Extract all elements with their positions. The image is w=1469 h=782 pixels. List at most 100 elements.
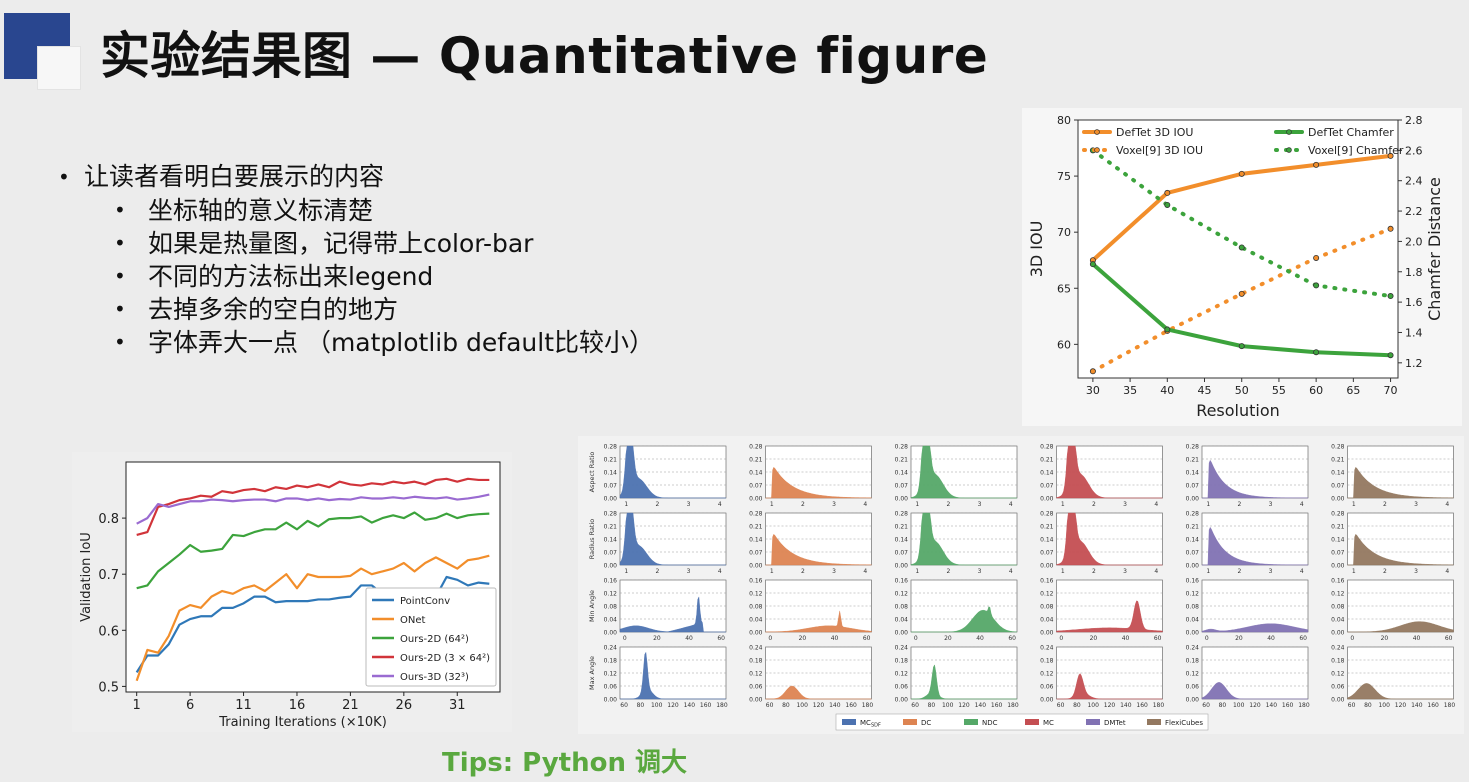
x-tick-label: 40	[1122, 635, 1130, 642]
y-tick-label: 0.12	[1040, 671, 1054, 678]
x-tick-label: 120	[1249, 702, 1261, 709]
x-tick-label: 2	[655, 501, 659, 508]
y-axis-label: 3D IOU	[1027, 221, 1046, 278]
x-tick-label: 0	[1350, 635, 1354, 642]
x-tick-label: 31	[449, 698, 466, 713]
data-point	[1238, 244, 1245, 251]
legend-swatch	[1086, 719, 1100, 725]
data-point	[1164, 326, 1171, 333]
x-tick-label: 40	[1267, 635, 1275, 642]
y-tick-label: 0.28	[1186, 444, 1200, 451]
histogram-bars	[1347, 621, 1454, 633]
y-tick-label: 0.00	[895, 697, 909, 704]
legend-label: Ours-2D (3 × 64²)	[400, 653, 490, 664]
y-tick-label: 0.12	[1331, 671, 1345, 678]
y-tick-label: 0.00	[604, 697, 618, 704]
x-tick-label: 21	[342, 698, 359, 713]
y-tick-label: 0.07	[749, 483, 763, 490]
y-tick-label: 0.16	[1040, 578, 1054, 585]
histogram-panel: 0.00 0.04 0.08 0.12 0.16 0 20 40 60	[1040, 578, 1163, 642]
histogram-panel: 0.00 0.07 0.14 0.21 0.28 1 2 3 4	[1331, 511, 1454, 575]
histogram-panel: 0.00 0.07 0.14 0.21 0.28 1 2 3 4	[895, 444, 1018, 508]
y-tick-label: 0.18	[1186, 658, 1200, 665]
y2-tick-label: 1.4	[1405, 326, 1423, 339]
slide-title: 实验结果图 — Quantitative figure	[100, 27, 989, 85]
x-tick-label: 6	[186, 698, 194, 713]
y-tick-label: 0.18	[749, 658, 763, 665]
y-tick-label: 0.24	[1186, 645, 1200, 652]
x-tick-label: 40	[685, 635, 693, 642]
bullet-main-text: 让读者看明白要展示的内容	[84, 162, 385, 191]
y-tick-label: 0.08	[1331, 604, 1345, 611]
data-point	[1313, 349, 1320, 356]
x-tick-label: 1	[1206, 501, 1210, 508]
y-tick-label: 0.18	[1040, 658, 1054, 665]
y-tick-label: 0.28	[749, 444, 763, 451]
x-tick-label: 4	[1445, 568, 1449, 575]
y-tick-label: 0.04	[895, 617, 909, 624]
y-tick-label: 0.28	[895, 444, 909, 451]
x-tick-label: 20	[799, 635, 807, 642]
legend-marker	[1286, 147, 1292, 153]
x-tick-label: 40	[1413, 635, 1421, 642]
sub-bullet: • 如果是热量图，记得带上color-bar	[114, 227, 654, 260]
series-line-3	[136, 477, 490, 536]
y2-axis-label: Chamfer Distance	[1425, 177, 1444, 321]
x-tick-label: 160	[1282, 702, 1294, 709]
x-tick-label: 80	[637, 702, 645, 709]
x-tick-label: 120	[958, 702, 970, 709]
y-tick-label: 75	[1057, 170, 1071, 183]
y-tick-label: 0.00	[1040, 563, 1054, 570]
legend-swatch	[964, 719, 978, 725]
y-tick-label: 0.24	[1331, 645, 1345, 652]
histogram-panel: 0.00 0.07 0.14 0.21 0.28 1 2 3 4	[749, 511, 872, 575]
y-tick-label: 0.18	[604, 658, 618, 665]
x-tick-label: 3	[1414, 501, 1418, 508]
x-tick-label: 60	[1348, 702, 1356, 709]
x-tick-label: 60	[717, 635, 725, 642]
histogram-panel: 0.00 0.04 0.08 0.12 0.16 0 20 40 60	[749, 578, 872, 642]
y-tick-label: 0.28	[1331, 511, 1345, 518]
y-tick-label: 0.14	[1186, 537, 1200, 544]
y-tick-label: 0.16	[1331, 578, 1345, 585]
data-point	[1164, 201, 1171, 208]
bullet-dot-icon: •	[114, 297, 126, 321]
y-tick-label: 0.12	[895, 591, 909, 598]
y-tick-label: 0.12	[749, 671, 763, 678]
histogram-bars	[765, 610, 872, 633]
y-tick-label: 0.00	[1186, 496, 1200, 503]
legend-label: MCSDF	[860, 719, 881, 729]
y-tick-label: 0.06	[749, 684, 763, 691]
x-tick-label: 2	[946, 501, 950, 508]
histogram-bars	[911, 606, 1018, 633]
x-tick-label: 2	[1383, 501, 1387, 508]
y-tick-label: 0.6	[98, 624, 119, 639]
plot-frame	[1077, 119, 1399, 379]
histogram-panel: 0.00 0.06 0.12 0.18 0.24 60 80 100 120 140 160 180	[1186, 645, 1310, 710]
y-tick-label: 0.07	[1186, 483, 1200, 490]
x-tick-label: 0	[1059, 635, 1063, 642]
x-tick-label: 55	[1272, 384, 1286, 397]
y-tick-label: 0.14	[1040, 470, 1054, 477]
y-tick-label: 0.21	[1331, 457, 1345, 464]
y-tick-label: 65	[1057, 282, 1071, 295]
y-tick-label: 0.00	[604, 496, 618, 503]
y-tick-label: 0.5	[98, 680, 119, 695]
x-tick-label: 3	[1123, 501, 1127, 508]
y-tick-label: 0.00	[1040, 496, 1054, 503]
y-tick-label: 0.21	[604, 524, 618, 531]
legend-label: ONet	[400, 615, 426, 626]
y-tick-label: 0.14	[1331, 537, 1345, 544]
data-point	[1387, 352, 1394, 359]
histogram-bars	[911, 664, 1017, 700]
x-tick-label: 100	[651, 702, 663, 709]
legend-swatch	[1147, 719, 1161, 725]
y-tick-label: 0.08	[604, 604, 618, 611]
y-tick-label: 0.12	[1186, 591, 1200, 598]
y-tick-label: 0.16	[749, 578, 763, 585]
y-tick-label: 0.07	[1331, 483, 1345, 490]
legend-label: Voxel[9] Chamfer	[1308, 144, 1404, 157]
x-tick-label: 80	[1364, 702, 1372, 709]
x-tick-label: 45	[1198, 384, 1212, 397]
x-tick-label: 80	[782, 702, 790, 709]
